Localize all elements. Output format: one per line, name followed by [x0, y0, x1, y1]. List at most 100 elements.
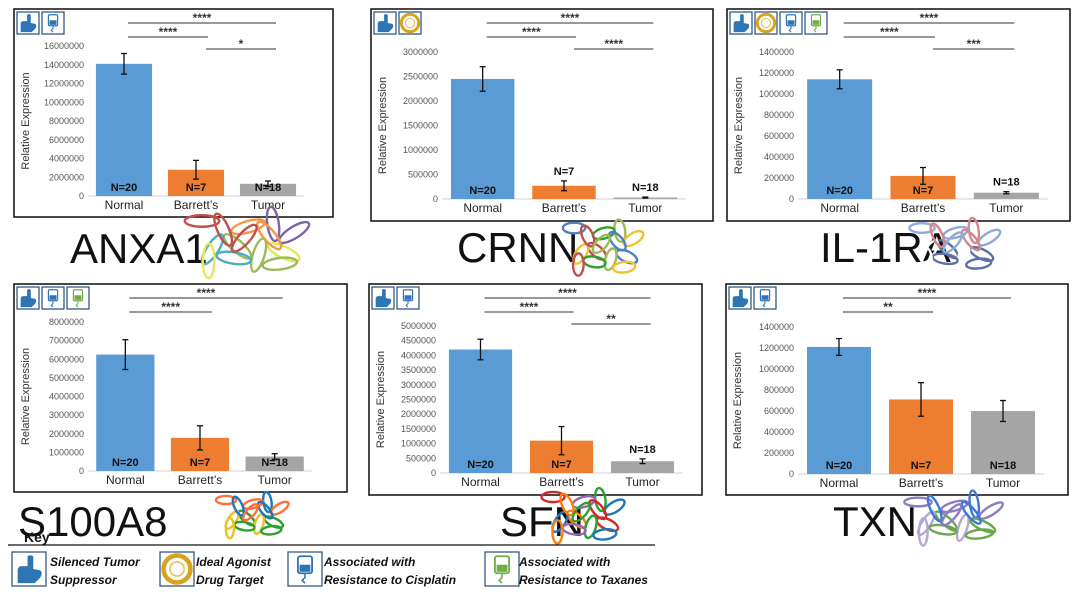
y-tick-label: 10000000: [44, 97, 84, 107]
y-tick-label: 4500000: [401, 336, 436, 346]
significance-stars: **: [606, 312, 616, 326]
sample-size-label: N=18: [629, 444, 656, 456]
x-tick-label: Normal: [820, 201, 859, 215]
key-item-label: Resistance to Cisplatin: [324, 573, 456, 587]
significance-stars: ****: [561, 11, 580, 25]
y-tick-label: 0: [79, 466, 84, 476]
hand-icon: [373, 11, 397, 35]
y-tick-label: 8000000: [49, 317, 84, 327]
panel-sfn: 0 500000 1000000 1500000 2000000 2500000 30000…: [368, 283, 703, 545]
significance-stars: *: [239, 37, 244, 51]
y-axis-label: Relative Expression: [377, 77, 389, 174]
key-item: Ideal Agonist Drug Target: [159, 551, 272, 587]
protein-structure-image: [561, 218, 645, 277]
x-tick-label: Tumor: [251, 198, 285, 212]
y-tick-label: 600000: [764, 131, 794, 141]
x-tick-label: Normal: [105, 198, 144, 212]
sample-size-label: N=7: [551, 459, 572, 471]
sample-size-label: N=20: [112, 457, 139, 469]
y-tick-label: 2000000: [403, 96, 438, 106]
y-tick-label: 6000000: [49, 135, 84, 145]
x-tick-label: Barrett’s: [539, 475, 583, 489]
y-tick-label: 3000000: [49, 410, 84, 420]
iv-bag-green-icon: [804, 11, 828, 35]
y-tick-label: 5000000: [49, 373, 84, 383]
x-tick-label: Normal: [461, 475, 500, 489]
bar-0: [448, 349, 513, 473]
protein-structure-image: [903, 489, 1004, 547]
x-tick-label: Barrett’s: [901, 201, 945, 215]
y-tick-label: 600000: [764, 406, 794, 416]
bar-2: [245, 456, 304, 471]
y-tick-label: 200000: [764, 173, 794, 183]
iv-bag-blue-icon: [287, 551, 323, 587]
y-tick-label: 500000: [406, 453, 436, 463]
key-item-label: Ideal Agonist: [196, 555, 272, 569]
y-tick-label: 6000000: [49, 354, 84, 364]
sample-size-label: N=20: [826, 460, 853, 472]
y-tick-label: 4000000: [49, 392, 84, 402]
significance-stars: ****: [193, 11, 212, 25]
protein-structure-image: [908, 216, 1002, 275]
y-tick-label: 200000: [764, 448, 794, 458]
y-tick-label: 2000000: [49, 172, 84, 182]
protein-structure-image: [183, 205, 311, 280]
iv-bag-blue-icon: [396, 286, 420, 310]
y-tick-label: 2000000: [401, 409, 436, 419]
y-tick-label: 7000000: [49, 336, 84, 346]
sample-size-label: N=18: [255, 182, 282, 194]
bar-0: [450, 78, 515, 199]
significance-stars: ****: [197, 286, 216, 300]
target-icon: [754, 11, 778, 35]
sample-size-label: N=7: [913, 185, 934, 197]
gene-name: CRNN: [457, 224, 578, 271]
y-tick-label: 400000: [764, 427, 794, 437]
y-tick-label: 2500000: [403, 72, 438, 82]
significance-stars: ****: [161, 300, 180, 314]
y-tick-label: 0: [431, 468, 436, 478]
protein-structure-image: [214, 490, 290, 540]
bar-2: [610, 461, 675, 473]
sample-size-label: N=18: [632, 182, 659, 194]
bar-0: [96, 354, 155, 471]
y-tick-label: 8000000: [49, 116, 84, 126]
panel-anxa1: 0 2000000 4000000 6000000 8000000 10000000 120…: [13, 8, 334, 280]
significance-stars: ****: [159, 25, 178, 39]
gene-name: ANXA1: [70, 225, 208, 272]
key-item-label: Resistance to Taxanes: [519, 573, 648, 587]
y-tick-label: 3000000: [403, 47, 438, 57]
y-tick-label: 3500000: [401, 365, 436, 375]
y-tick-label: 1200000: [759, 68, 794, 78]
y-tick-label: 1000000: [759, 89, 794, 99]
sample-size-label: N=7: [186, 182, 207, 194]
significance-stars: ****: [558, 286, 577, 300]
sample-size-label: N=20: [469, 185, 496, 197]
iv-bag-green-icon: [484, 551, 520, 587]
bar-2: [973, 192, 1039, 199]
sample-size-label: N=7: [190, 457, 211, 469]
y-tick-label: 0: [433, 194, 438, 204]
panel-s100a8: 0 1000000 2000000 3000000 4000000 5000000 6000…: [13, 283, 348, 545]
key-title: Key: [24, 529, 50, 545]
sample-size-label: N=7: [554, 166, 575, 178]
gene-name: S100A8: [18, 498, 167, 545]
y-tick-label: 4000000: [49, 154, 84, 164]
significance-stars: ****: [604, 37, 623, 51]
significance-stars: **: [883, 300, 893, 314]
key-item-label: Drug Target: [196, 573, 265, 587]
bar-1: [532, 185, 596, 199]
y-tick-label: 1500000: [403, 121, 438, 131]
gene-name: TXN: [833, 498, 917, 545]
panel-frame: [370, 8, 714, 222]
significance-stars: ****: [918, 286, 937, 300]
x-tick-label: Normal: [820, 476, 859, 490]
y-tick-label: 1000000: [759, 364, 794, 374]
x-tick-label: Tumor: [986, 476, 1020, 490]
iv-bag-blue-icon: [779, 11, 803, 35]
bar-0: [807, 346, 871, 474]
sample-size-label: N=18: [990, 460, 1017, 472]
y-tick-label: 1400000: [759, 47, 794, 57]
key-item: Silenced Tumor Suppressor: [11, 551, 141, 587]
key-item-label: Associated with: [323, 555, 415, 569]
